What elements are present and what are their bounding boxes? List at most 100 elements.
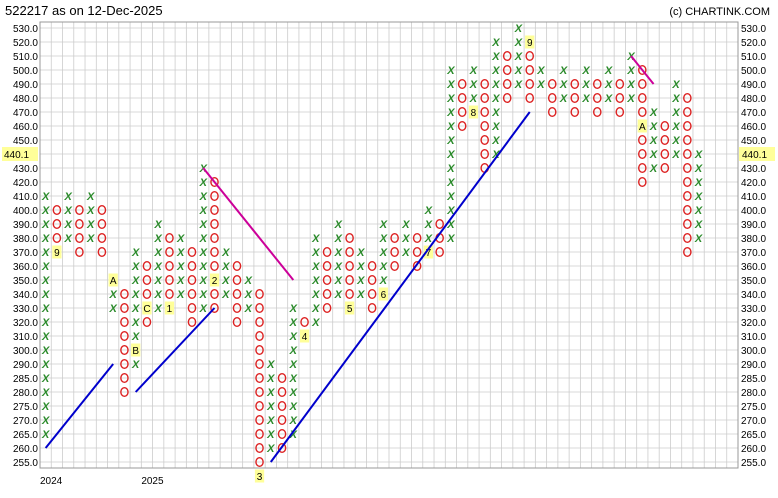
x-box: X: [176, 289, 185, 301]
x-box: X: [41, 359, 50, 371]
y-tick-label-right: 300.0: [741, 346, 766, 357]
o-box: [120, 317, 129, 328]
x-box: X: [514, 65, 523, 77]
month-marker: 3: [257, 472, 263, 483]
month-marker: 4: [302, 332, 308, 343]
chart-title: 522217 as on 12-Dec-2025: [5, 3, 163, 18]
o-box: [75, 218, 84, 229]
o-box: [367, 289, 377, 300]
x-box: X: [559, 93, 568, 105]
x-box: X: [379, 261, 388, 273]
o-box: [367, 261, 377, 272]
o-box: [660, 162, 670, 173]
x-box: X: [41, 429, 50, 441]
y-tick-label-right: 280.0: [741, 388, 766, 399]
o-box: [142, 261, 152, 272]
y-tick-label-left: 320.0: [13, 318, 38, 329]
o-box: [570, 106, 580, 117]
o-box: [120, 289, 129, 300]
y-tick-label-left: 285.0: [13, 374, 38, 385]
o-box: [683, 204, 692, 215]
x-box: X: [446, 177, 455, 189]
o-box: [187, 317, 197, 328]
x-box: X: [604, 79, 613, 91]
month-marker-bg: [299, 329, 310, 343]
x-box: X: [131, 275, 140, 287]
month-marker-bg: [378, 287, 388, 301]
o-box: [683, 106, 692, 117]
y-tick-label-right: 260.0: [741, 444, 766, 455]
x-box: X: [289, 317, 298, 329]
month-marker-bg: [209, 273, 220, 287]
x-box: X: [356, 275, 365, 287]
x-box: X: [694, 219, 703, 231]
x-box: X: [289, 387, 298, 399]
o-box: [142, 289, 152, 300]
x-box: X: [154, 233, 163, 245]
o-box: [547, 106, 557, 117]
y-tick-label-right: 275.0: [741, 402, 766, 413]
o-box: [277, 443, 287, 454]
current-price-tag-right: [739, 147, 775, 161]
x-box: X: [356, 247, 365, 259]
x-box: X: [63, 219, 72, 231]
o-box: [97, 218, 107, 229]
month-marker-bg: [637, 119, 647, 133]
y-tick-label-left: 310.0: [13, 332, 38, 343]
y-tick-label-left: 350.0: [13, 276, 38, 287]
y-tick-label-right: 350.0: [741, 276, 766, 287]
o-box: [547, 78, 557, 89]
x-box: X: [649, 121, 658, 133]
x-box: X: [154, 247, 163, 259]
month-marker: A: [110, 276, 117, 287]
x-box: X: [311, 289, 320, 301]
x-box: X: [244, 289, 253, 301]
x-box: X: [131, 331, 140, 343]
y-tick-label-left: 530.0: [13, 24, 38, 35]
x-box: X: [154, 303, 163, 315]
o-box: [615, 92, 625, 103]
x-box: X: [671, 149, 680, 161]
month-marker-bg: [52, 245, 62, 259]
o-box: [592, 106, 602, 117]
x-box: X: [289, 303, 298, 315]
x-box: X: [289, 401, 298, 413]
x-box: X: [581, 65, 590, 77]
x-box: X: [221, 275, 230, 287]
x-box: X: [334, 219, 343, 231]
x-box: X: [514, 51, 523, 63]
o-box: [120, 359, 129, 370]
y-tick-label-right: 410.0: [741, 192, 766, 203]
x-box: X: [131, 289, 140, 301]
month-marker: 1: [167, 304, 173, 315]
y-tick-label-right: 460.0: [741, 122, 766, 133]
trend-line: [202, 167, 295, 281]
o-box: [435, 218, 444, 229]
y-tick-label-right: 420.0: [741, 178, 766, 189]
o-box: [457, 78, 467, 89]
x-box: X: [491, 107, 500, 119]
o-box: [322, 303, 332, 314]
x-box: X: [41, 317, 50, 329]
o-box: [187, 261, 197, 272]
o-box: [390, 246, 399, 257]
y-tick-label-right: 360.0: [741, 262, 766, 273]
x-box: X: [154, 261, 163, 273]
x-box: X: [694, 205, 703, 217]
x-box: X: [491, 65, 500, 77]
o-box: [457, 92, 467, 103]
o-box: [683, 246, 692, 257]
trend-line: [630, 55, 655, 85]
x-box: X: [41, 345, 50, 357]
x-box: X: [581, 93, 590, 105]
o-box: [322, 275, 332, 286]
y-tick-label-left: 480.0: [13, 94, 38, 105]
x-box: X: [491, 79, 500, 91]
y-tick-label-right: 500.0: [741, 66, 766, 77]
x-box: X: [311, 303, 320, 315]
x-box: X: [311, 317, 320, 329]
x-box: X: [626, 79, 635, 91]
o-box: [120, 331, 129, 342]
x-box: X: [379, 247, 388, 259]
month-marker: 2: [212, 276, 218, 287]
